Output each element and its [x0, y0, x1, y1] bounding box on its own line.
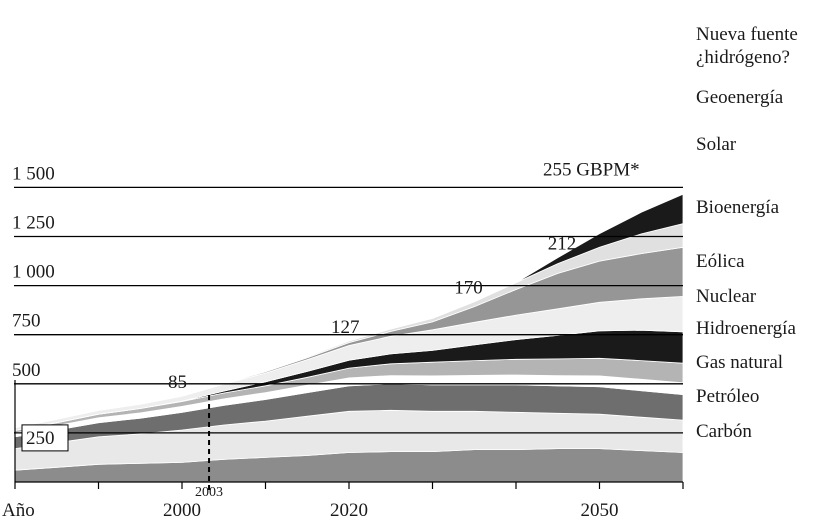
y-tick-labels: 250 500 750 1 000 1 250 1 500	[12, 163, 69, 452]
legend-bioenergia: Bioenergía	[696, 197, 780, 218]
legend: Carbón Petróleo Gas natural Hidroenergía Nuc…	[696, 24, 798, 442]
x-axis: Año 2000 2020 2050 2003	[2, 380, 684, 521]
area-nueva-fuente-hidrogeno	[14, 193, 684, 428]
x-tick-label: 2020	[330, 500, 368, 521]
legend-geoenergia: Geoenergía	[696, 87, 784, 108]
legend-eolica: Eólica	[696, 251, 745, 272]
annotations: 85 127 170 212 255 GBPM*	[168, 159, 640, 392]
x-tick-label: 2050	[581, 500, 619, 521]
y-tick-label: 1 000	[12, 262, 55, 283]
legend-nuclear: Nuclear	[696, 286, 757, 307]
y-tick-label: 500	[12, 360, 41, 381]
legend-petroleo: Petróleo	[696, 386, 759, 407]
area-bands	[14, 193, 684, 483]
total-annotation: 255 GBPM*	[543, 159, 640, 180]
y-tick-label: 1 250	[12, 213, 55, 234]
y-tick-label: 750	[12, 311, 41, 332]
legend-gas-natural: Gas natural	[696, 352, 783, 373]
x-axis-title: Año	[2, 500, 35, 521]
legend-solar: Solar	[696, 134, 737, 155]
marker-label: 2003	[195, 485, 223, 500]
y-label-box	[21, 424, 69, 452]
total-annotation: 212	[548, 234, 577, 255]
y-tick-label: 250	[26, 428, 55, 449]
total-annotation: 85	[168, 372, 187, 393]
gridlines	[14, 186, 683, 434]
x-tick-label: 2000	[163, 500, 201, 521]
legend-hidroenergia: Hidroenergía	[696, 318, 796, 339]
total-annotation: 170	[454, 278, 483, 299]
total-annotation: 127	[331, 317, 360, 338]
y-tick-label: 1 500	[12, 163, 55, 184]
legend-carbon: Carbón	[696, 421, 752, 442]
legend-nueva-fuente-hidrogeno: Nueva fuente ¿hidrógeno?	[696, 24, 798, 68]
